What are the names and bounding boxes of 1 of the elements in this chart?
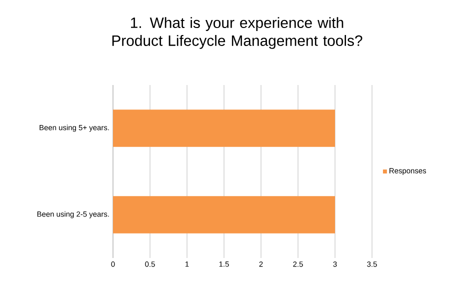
chart-title: 1. What is your experience with Product Lifecycle Management tools? [112, 17, 362, 49]
